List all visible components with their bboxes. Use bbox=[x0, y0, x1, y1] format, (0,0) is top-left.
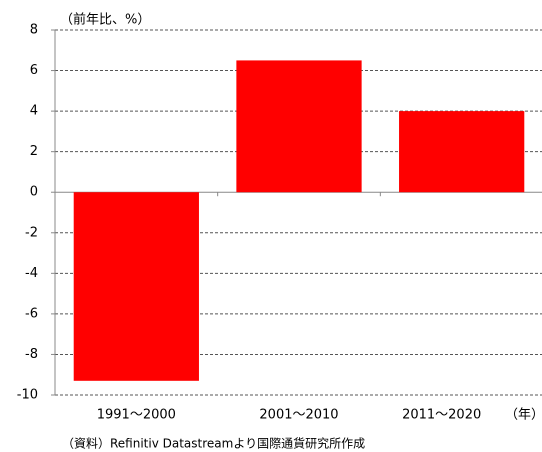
bar bbox=[236, 60, 362, 193]
y-tick-label: 6 bbox=[30, 63, 38, 78]
x-tick-label: 2001～2010 bbox=[259, 408, 338, 423]
bar bbox=[399, 111, 525, 193]
bar bbox=[73, 192, 199, 381]
x-axis-label: （年） bbox=[505, 408, 542, 423]
y-tick-label: -2 bbox=[25, 225, 38, 240]
y-tick-label: -6 bbox=[25, 306, 38, 321]
source-note: （資料）Refinitiv Datastreamより国際通貨研究所作成 bbox=[62, 436, 365, 451]
y-tick-label: -8 bbox=[25, 347, 38, 362]
x-tick-label: 1991～2000 bbox=[97, 408, 176, 423]
y-tick-label: -4 bbox=[25, 266, 38, 281]
y-tick-label: 8 bbox=[30, 23, 38, 38]
y-tick-label: 4 bbox=[30, 104, 38, 119]
x-tick-label: 2011～2020 bbox=[402, 408, 481, 423]
y-axis-label: （前年比、%） bbox=[60, 12, 150, 28]
y-tick-label: -10 bbox=[17, 388, 38, 403]
y-tick-label: 0 bbox=[30, 185, 38, 200]
y-tick-label: 2 bbox=[30, 144, 38, 159]
